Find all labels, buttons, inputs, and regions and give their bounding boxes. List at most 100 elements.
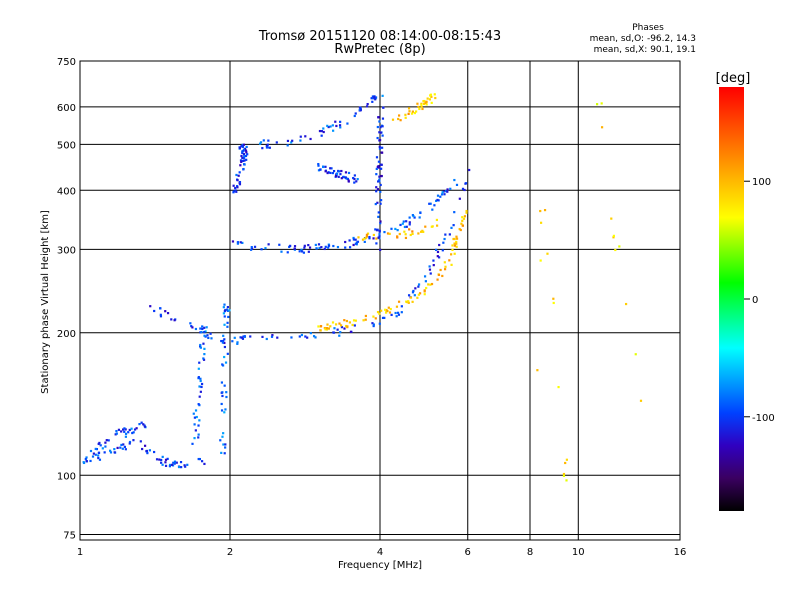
data-point bbox=[409, 296, 413, 299]
data-point bbox=[159, 313, 162, 316]
data-point bbox=[376, 125, 379, 129]
data-point bbox=[124, 428, 127, 431]
data-point bbox=[348, 246, 352, 249]
data-point bbox=[276, 336, 279, 339]
data-point bbox=[339, 126, 342, 129]
data-point bbox=[425, 286, 428, 290]
data-point bbox=[231, 340, 234, 343]
data-point bbox=[363, 237, 366, 240]
data-point bbox=[455, 242, 458, 245]
data-point bbox=[368, 235, 371, 239]
data-point bbox=[428, 268, 432, 271]
data-point bbox=[415, 110, 418, 113]
data-point bbox=[405, 225, 408, 228]
data-point bbox=[234, 189, 237, 192]
data-point bbox=[128, 442, 131, 445]
data-point bbox=[278, 243, 281, 246]
data-point bbox=[365, 236, 368, 239]
data-point bbox=[97, 442, 100, 446]
data-point bbox=[463, 215, 467, 218]
data-point bbox=[168, 465, 172, 468]
data-point bbox=[161, 463, 164, 466]
data-point bbox=[543, 208, 547, 212]
data-point bbox=[460, 222, 463, 225]
data-point bbox=[339, 331, 342, 334]
data-point bbox=[359, 106, 362, 109]
y-tick-label: 400 bbox=[57, 186, 76, 197]
data-point bbox=[197, 436, 200, 439]
data-point bbox=[379, 202, 382, 205]
data-point bbox=[346, 122, 349, 125]
data-point bbox=[194, 327, 198, 331]
data-point bbox=[442, 190, 445, 193]
data-point bbox=[202, 358, 206, 361]
data-point bbox=[443, 237, 446, 241]
data-point bbox=[366, 232, 370, 235]
data-point bbox=[239, 164, 242, 167]
data-point bbox=[319, 329, 322, 332]
data-point bbox=[141, 447, 144, 451]
data-point bbox=[324, 170, 327, 173]
data-point bbox=[265, 144, 268, 148]
data-point bbox=[430, 101, 433, 104]
data-point bbox=[303, 246, 306, 249]
data-point bbox=[405, 220, 408, 223]
data-point bbox=[339, 173, 342, 176]
data-point bbox=[113, 451, 116, 454]
data-point bbox=[193, 416, 197, 419]
data-point bbox=[410, 112, 414, 115]
data-point bbox=[327, 327, 330, 330]
data-point bbox=[331, 321, 335, 324]
data-point bbox=[124, 448, 127, 451]
data-point bbox=[352, 176, 355, 180]
data-point bbox=[240, 160, 243, 164]
data-point bbox=[425, 103, 428, 106]
data-point bbox=[380, 199, 383, 202]
data-point bbox=[123, 430, 126, 433]
y-tick-label: 75 bbox=[63, 530, 76, 541]
data-point bbox=[303, 244, 306, 247]
data-point bbox=[138, 422, 141, 426]
data-point bbox=[190, 325, 193, 328]
data-point bbox=[142, 423, 145, 426]
data-point bbox=[557, 385, 560, 389]
data-point bbox=[335, 172, 339, 175]
data-point bbox=[450, 226, 453, 229]
data-point bbox=[564, 461, 567, 465]
data-point bbox=[455, 245, 458, 248]
colorbar-label: [deg] bbox=[716, 71, 751, 86]
data-point bbox=[235, 190, 238, 193]
data-point bbox=[114, 433, 117, 436]
data-point bbox=[318, 129, 322, 133]
data-point bbox=[418, 107, 421, 111]
data-point bbox=[300, 248, 303, 251]
data-point bbox=[124, 435, 128, 438]
data-point bbox=[439, 195, 442, 198]
data-point bbox=[332, 244, 335, 248]
data-point bbox=[133, 428, 137, 431]
data-point bbox=[155, 458, 159, 461]
data-point bbox=[432, 264, 435, 267]
data-point bbox=[250, 246, 253, 249]
data-point bbox=[249, 248, 253, 251]
data-point bbox=[380, 309, 383, 312]
data-point bbox=[119, 446, 122, 449]
data-point bbox=[234, 186, 237, 190]
y-tick-label: 300 bbox=[57, 245, 76, 256]
data-point bbox=[143, 425, 147, 428]
data-point bbox=[451, 244, 454, 247]
data-point bbox=[354, 242, 357, 245]
data-point bbox=[120, 430, 123, 433]
data-point bbox=[429, 94, 432, 97]
data-point bbox=[373, 96, 376, 99]
data-point bbox=[429, 272, 432, 275]
data-point bbox=[153, 309, 156, 313]
data-point bbox=[359, 108, 362, 111]
data-point bbox=[309, 137, 312, 141]
data-point bbox=[235, 173, 238, 177]
data-point bbox=[291, 139, 294, 142]
data-point bbox=[339, 324, 343, 327]
data-point bbox=[158, 458, 161, 461]
data-point bbox=[378, 233, 381, 236]
